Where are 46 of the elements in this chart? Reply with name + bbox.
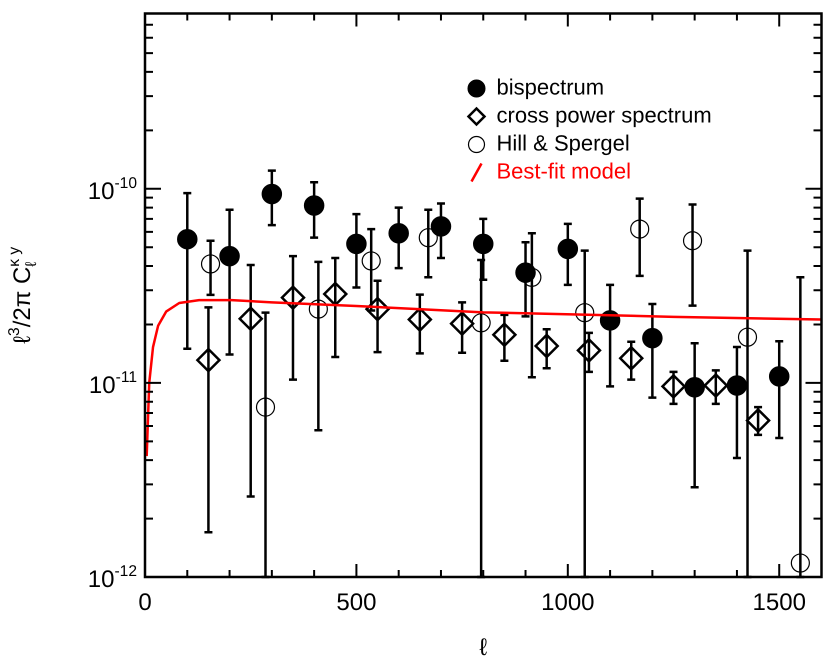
point — [472, 313, 491, 332]
point — [408, 307, 432, 332]
point — [196, 348, 221, 372]
point — [256, 398, 276, 417]
legend-label: Best-fit model — [496, 158, 631, 184]
point — [575, 303, 594, 322]
point — [661, 374, 686, 399]
point — [768, 366, 790, 387]
legend-label: Hill & Spergel — [496, 130, 630, 156]
point — [746, 408, 770, 433]
point — [618, 346, 644, 370]
point — [642, 328, 663, 348]
point — [308, 299, 328, 319]
legend-label: bispectrum — [496, 74, 604, 100]
point — [200, 254, 220, 274]
point — [238, 306, 263, 332]
point — [704, 373, 728, 398]
point — [450, 311, 474, 336]
point — [430, 216, 452, 237]
point — [346, 234, 367, 254]
point — [682, 231, 702, 250]
point — [262, 184, 282, 204]
legend-label: cross power spectrum — [496, 102, 712, 128]
point — [304, 195, 324, 216]
x-axis-title: ℓ — [479, 634, 488, 661]
point — [219, 246, 240, 266]
point — [388, 223, 409, 244]
point — [726, 375, 748, 396]
point — [492, 322, 517, 348]
x-tick-label: 1500 — [752, 589, 806, 616]
x-tick-label: 500 — [336, 589, 376, 616]
point — [473, 234, 494, 254]
point — [790, 553, 810, 573]
point — [558, 238, 578, 260]
point — [515, 262, 536, 283]
point — [418, 228, 438, 248]
point — [684, 376, 705, 398]
point — [177, 228, 198, 250]
x-tick-label: 1000 — [541, 589, 595, 616]
point — [576, 338, 602, 363]
point — [362, 251, 381, 271]
point — [534, 334, 559, 358]
y-axis-title: ℓ3/2π Cℓκ y — [6, 246, 40, 344]
x-tick-label: 0 — [138, 589, 152, 616]
point — [630, 219, 650, 239]
point — [738, 328, 758, 347]
